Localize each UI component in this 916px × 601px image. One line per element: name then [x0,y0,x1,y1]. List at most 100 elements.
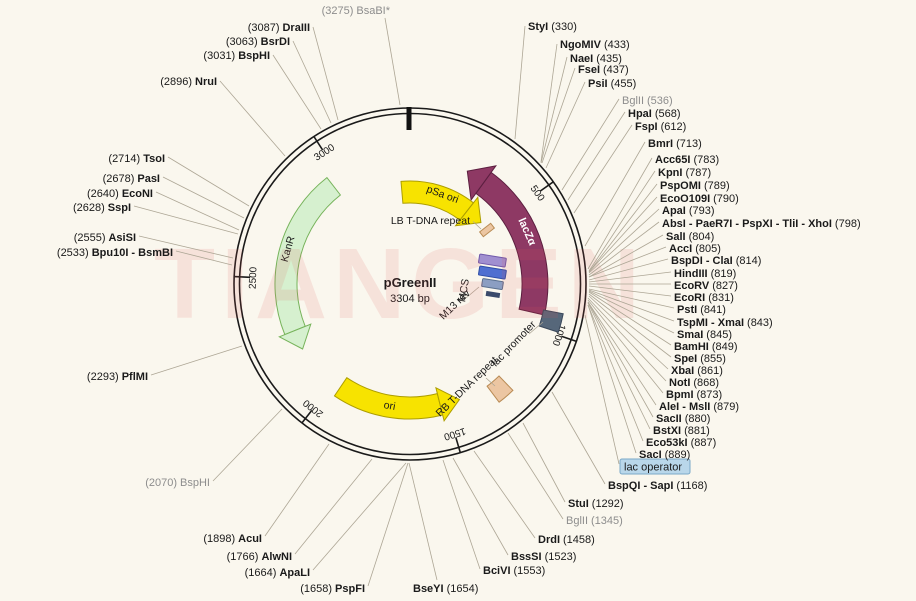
site-DrdI[interactable]: DrdI (1458) [473,450,595,546]
site-SspI[interactable]: (2628) SspI [73,202,239,235]
site-HpaI[interactable]: HpaI (568) [567,108,681,201]
site-label[interactable]: Acc65I (783) [655,154,719,166]
site-AlwNI[interactable]: (1766) AlwNI [227,458,373,563]
site-label[interactable]: (1658) PspFI [300,583,365,595]
site-PstI[interactable]: PstI (841) [588,288,726,316]
site-label[interactable]: NaeI (435) [570,53,622,65]
site-label[interactable]: (2070) BspHI [145,477,210,489]
site-label[interactable]: AccI (805) [669,243,721,255]
site-label[interactable]: Eco53kI (887) [646,437,716,449]
site-AccI[interactable]: AccI (805) [588,243,721,278]
site-XbaI[interactable]: XbaI (861) [588,295,723,377]
site-label[interactable]: StuI (1292) [568,498,624,510]
site-AcuI[interactable]: (1898) AcuI [203,443,330,545]
site-label[interactable]: (2555) AsiSI [74,232,136,244]
site-label[interactable]: AleI - MslI (879) [659,401,739,413]
site-PasI[interactable]: (2678) PasI [103,173,245,219]
site-label[interactable]: BspQI - SapI (1168) [608,480,707,492]
site-label[interactable]: BspDI - ClaI (814) [671,255,761,267]
site-label[interactable]: FseI (437) [578,64,629,76]
site-SpeI[interactable]: SpeI (855) [588,293,726,365]
site-label[interactable]: EcoRV (827) [674,280,738,292]
site-label[interactable]: BpmI (873) [666,389,722,401]
site-BamHI[interactable]: BamHI (849) [588,291,738,353]
site-SalI[interactable]: SalI (804) [588,231,714,278]
site-label[interactable]: (2533) Bpu10I - BsmBI [57,247,173,259]
site-FspI[interactable]: FspI (612) [573,121,686,214]
site-label[interactable]: DrdI (1458) [538,534,595,546]
site-label[interactable]: (2293) PflMI [87,371,148,383]
site-BpmI[interactable]: BpmI (873) [587,299,722,401]
site-BspHI[interactable]: (3031) BspHI [203,50,322,130]
site-label[interactable]: TspMI - XmaI (843) [677,317,773,329]
site-label[interactable]: BglII (1345) [566,515,623,527]
site-SacI[interactable]: SacI (889) [587,304,690,461]
site-label[interactable]: (2640) EcoNI [87,188,153,200]
site-label[interactable]: ApaI (793) [662,205,715,217]
site-label[interactable]: (3275) BsaBI* [322,5,391,17]
site-PspFI[interactable]: (1658) PspFI [300,462,409,595]
site-label[interactable]: SpeI (855) [674,353,726,365]
site-AsiSI[interactable]: (2555) AsiSI [74,232,234,259]
site-BmrI[interactable]: BmrI (713) [584,138,702,247]
site-BciVI[interactable]: BciVI (1553) [442,459,545,577]
site-TsoI[interactable]: (2714) TsoI [108,153,250,207]
site-NotI[interactable]: NotI (868) [587,297,719,389]
site-label[interactable]: NgoMIV (433) [560,39,630,51]
site-BspDI-ClaI[interactable]: BspDI - ClaI (814) [588,255,761,281]
site-SmaI[interactable]: SmaI (845) [588,290,732,341]
feature-lac-promoter[interactable] [538,309,564,333]
site-EcoO109I[interactable]: EcoO109I (790) [588,193,739,273]
site-Acc65I[interactable]: Acc65I (783) [587,154,719,270]
site-FseI[interactable]: FseI (437) [541,64,629,164]
site-EcoNI[interactable]: (2640) EcoNI [87,188,240,231]
site-label[interactable]: EcoRI (831) [674,292,734,304]
feature-kanr[interactable]: KanR [274,176,342,350]
site-label[interactable]: (3087) DraIII [248,22,310,34]
site-BstXI[interactable]: BstXI (881) [587,302,710,437]
site-BglII[interactable]: BglII (1345) [507,432,623,527]
site-AbsI-PaeR7I-PspXI-TliI-XhoI[interactable]: AbsI - PaeR7I - PspXI - TliI - XhoI (798) [588,218,861,276]
site-KpnI[interactable]: KpnI (787) [588,167,711,272]
site-label[interactable]: BseYI (1654) [413,583,478,595]
site-label[interactable]: HpaI (568) [628,108,681,120]
site-NruI[interactable]: (2896) NruI [160,76,286,157]
site-label[interactable]: (2896) NruI [160,76,217,88]
site-label[interactable]: BciVI (1553) [483,565,545,577]
site-label[interactable]: BmrI (713) [648,138,702,150]
site-label[interactable]: PstI (841) [677,304,726,316]
site-EcoRV[interactable]: EcoRV (827) [589,280,738,292]
site-label[interactable]: (1766) AlwNI [227,551,292,563]
site-label[interactable]: (1664) ApaLI [245,567,310,579]
site-label[interactable]: PsiI (455) [588,78,636,90]
site-label[interactable]: BstXI (881) [653,425,710,437]
site-label[interactable]: (1898) AcuI [203,533,262,545]
lac-operator-tag[interactable]: lac operator [584,314,691,475]
lac-operator-box[interactable] [619,458,691,475]
site-PspOMI[interactable]: PspOMI (789) [588,180,730,273]
site-label[interactable]: (2628) SspI [73,202,131,214]
site-PflMI[interactable]: (2293) PflMI [87,345,243,383]
site-Bpu10I-BsmBI[interactable]: (2533) Bpu10I - BsmBI [57,247,233,266]
site-label[interactable]: NotI (868) [669,377,719,389]
site-EcoRI[interactable]: EcoRI (831) [588,285,734,304]
site-label[interactable]: BamHI (849) [674,341,738,353]
site-BsrDI[interactable]: (3063) BsrDI [226,36,332,124]
site-label[interactable]: (2714) TsoI [108,153,165,165]
feature-mcs-blocks[interactable] [478,253,507,299]
site-label[interactable]: BssSI (1523) [511,551,576,563]
site-NaeI[interactable]: NaeI (435) [540,53,622,164]
site-label[interactable]: FspI (612) [635,121,686,133]
site-label[interactable]: SacI (889) [639,449,690,461]
site-label[interactable]: HindIII (819) [674,268,736,280]
site-TspMI-XmaI[interactable]: TspMI - XmaI (843) [588,289,773,329]
site-StuI[interactable]: StuI (1292) [522,422,624,510]
site-label[interactable]: PspOMI (789) [660,180,730,192]
site-ApaLI[interactable]: (1664) ApaLI [245,462,407,579]
site-PsiI[interactable]: PsiI (455) [545,78,636,169]
site-label[interactable]: StyI (330) [528,21,577,33]
site-ApaI[interactable]: ApaI (793) [588,205,715,274]
site-label[interactable]: BglII (536) [622,95,673,107]
feature-lb-tdna[interactable] [478,222,496,238]
site-label[interactable]: AbsI - PaeR7I - PspXI - TliI - XhoI (798) [662,218,861,230]
